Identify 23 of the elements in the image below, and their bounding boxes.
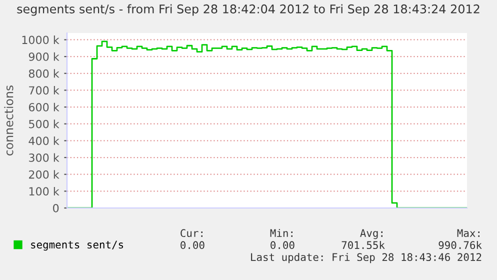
y-tick-label: 100 k: [29, 186, 60, 196]
text: Avg:: [360, 229, 382, 240]
y-tick-label: 200 k: [29, 170, 60, 179]
legend-label: segments sent/s: [31, 240, 124, 251]
text: Cur:: [180, 229, 202, 238]
y-tick-label: 800 k: [28, 69, 60, 78]
text: Max:: [457, 229, 480, 238]
text: Min:: [270, 228, 292, 237]
text: Last update: Fri Sep 28 18:43:46 2012: [251, 252, 482, 264]
text: 990.76k: [438, 240, 482, 250]
y-tick-label: 300 k: [29, 153, 60, 162]
y-tick-label: 600 k: [28, 102, 60, 112]
y-tick-label: 1000 k: [22, 36, 60, 44]
y-axis-title: connections: [4, 85, 14, 156]
y-tick-label: 700 k: [29, 86, 60, 95]
y-tick-label: 500 k: [29, 120, 60, 128]
text: 0.00: [180, 241, 204, 250]
y-tick-label: 900 k: [28, 52, 60, 61]
y-tick-label: 0: [53, 204, 59, 212]
chart-title: segments sent/s - from Fri Sep 28 18:42:04 2012 to Fri Sep 28 18:43:24 2012: [17, 4, 480, 16]
y-tick-label: 400 k: [28, 136, 60, 146]
text: 0.00: [270, 241, 294, 250]
text: 701.55k: [342, 240, 385, 250]
